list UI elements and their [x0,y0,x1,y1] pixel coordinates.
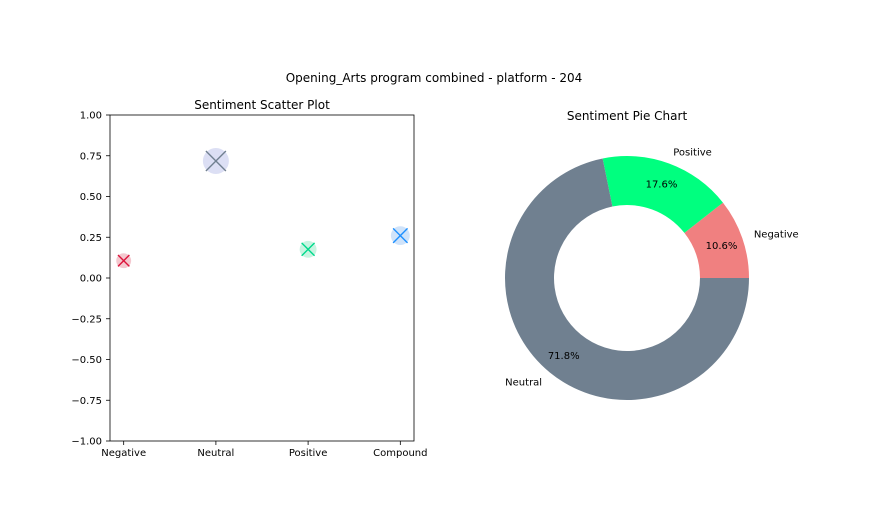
y-tick-label: 1.00 [80,111,102,122]
y-tick-label: −0.75 [71,396,102,407]
scatter-axes-frame [109,114,415,442]
y-tick-label: 0.50 [80,192,102,203]
scatter-panel: Sentiment Scatter Plot 1.00 0.75 0.50 0.25 0… [71,98,427,459]
y-tick-label: 0.75 [80,151,102,162]
pie-slices [504,156,749,400]
scatter-y-axis: 1.00 0.75 0.50 0.25 0.00 −0.25 −0.50 −0.75 −1.00 [71,111,110,448]
x-tick-label: Positive [289,448,328,459]
pie-slice-neutral [504,158,749,400]
y-tick-label: 0.00 [80,274,102,285]
pie-panel: Sentiment Pie Chart 10.6% Negative 17.6% Po… [504,109,799,400]
scatter-x-axis: Negative Neutral Positive Compound [101,441,427,459]
pie-category-label: Negative [754,230,799,241]
y-tick-label: −0.25 [71,314,102,325]
pie-pct-label: 10.6% [706,241,738,252]
x-tick-label: Compound [373,448,427,459]
pie-category-label: Positive [673,148,712,159]
pie-title: Sentiment Pie Chart [567,109,688,123]
y-tick-label: −0.50 [71,355,102,366]
x-tick-label: Negative [101,448,146,459]
scatter-title: Sentiment Scatter Plot [194,98,330,112]
scatter-point-positive [299,240,317,258]
figure-suptitle: Opening_Arts program combined - platform… [286,71,583,85]
scatter-point-compound [390,226,410,246]
scatter-points [116,147,410,269]
pie-slice-positive [602,156,723,233]
y-tick-label: 0.25 [80,233,102,244]
scatter-point-neutral [202,147,229,174]
x-marker-stroke [205,150,227,172]
pie-pct-label: 71.8% [548,351,580,362]
scatter-point-negative [116,253,132,269]
pie-pct-label: 17.6% [646,180,678,191]
pie-category-label: Neutral [505,377,542,388]
x-tick-label: Neutral [197,448,234,459]
x-marker-stroke [301,242,316,257]
pie-labels: 10.6% Negative 17.6% Positive 71.8% Neutral [505,148,799,389]
pie-slice-negative [684,202,749,278]
y-tick-label: −1.00 [71,437,102,448]
x-marker-stroke [117,254,130,267]
x-marker-stroke [392,227,409,244]
